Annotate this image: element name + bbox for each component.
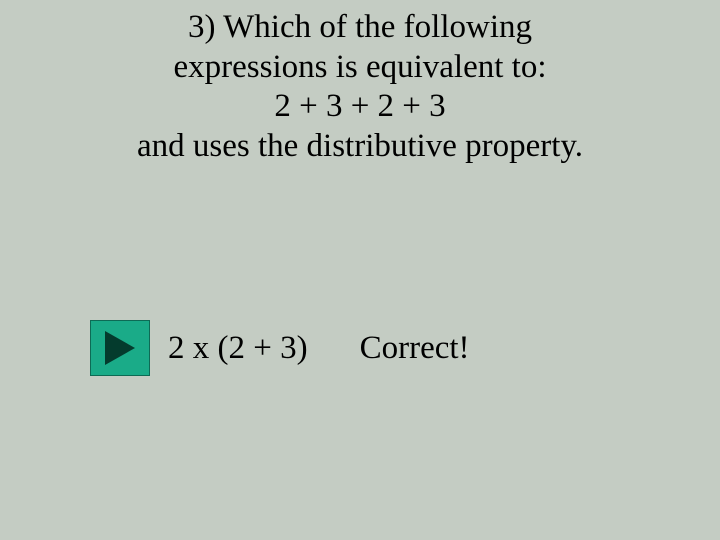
question-block: 3) Which of the following expressions is… [0, 0, 720, 166]
play-button[interactable] [90, 320, 150, 376]
answer-expression: 2 x (2 + 3) [168, 330, 308, 367]
question-line-3: 2 + 3 + 2 + 3 [0, 87, 720, 127]
answer-row: 2 x (2 + 3) Correct! [90, 320, 470, 376]
question-line-1: 3) Which of the following [0, 8, 720, 48]
play-icon [105, 331, 135, 365]
question-line-4: and uses the distributive property. [0, 127, 720, 167]
question-line-2: expressions is equivalent to: [0, 48, 720, 88]
feedback-text: Correct! [360, 330, 470, 367]
slide-container: 3) Which of the following expressions is… [0, 0, 720, 540]
